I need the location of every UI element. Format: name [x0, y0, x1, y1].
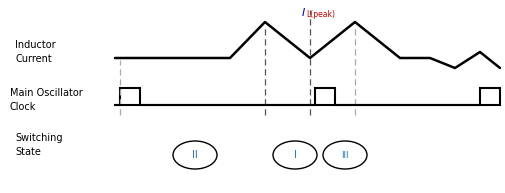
Text: Main Oscillator
Clock: Main Oscillator Clock [10, 88, 83, 112]
Text: L(peak): L(peak) [306, 10, 335, 19]
Text: II: II [192, 150, 198, 160]
Text: Inductor
Current: Inductor Current [15, 40, 56, 64]
Text: Switching
State: Switching State [15, 133, 63, 157]
Text: III: III [341, 151, 349, 159]
Text: I: I [293, 150, 296, 160]
Text: I: I [302, 8, 305, 18]
